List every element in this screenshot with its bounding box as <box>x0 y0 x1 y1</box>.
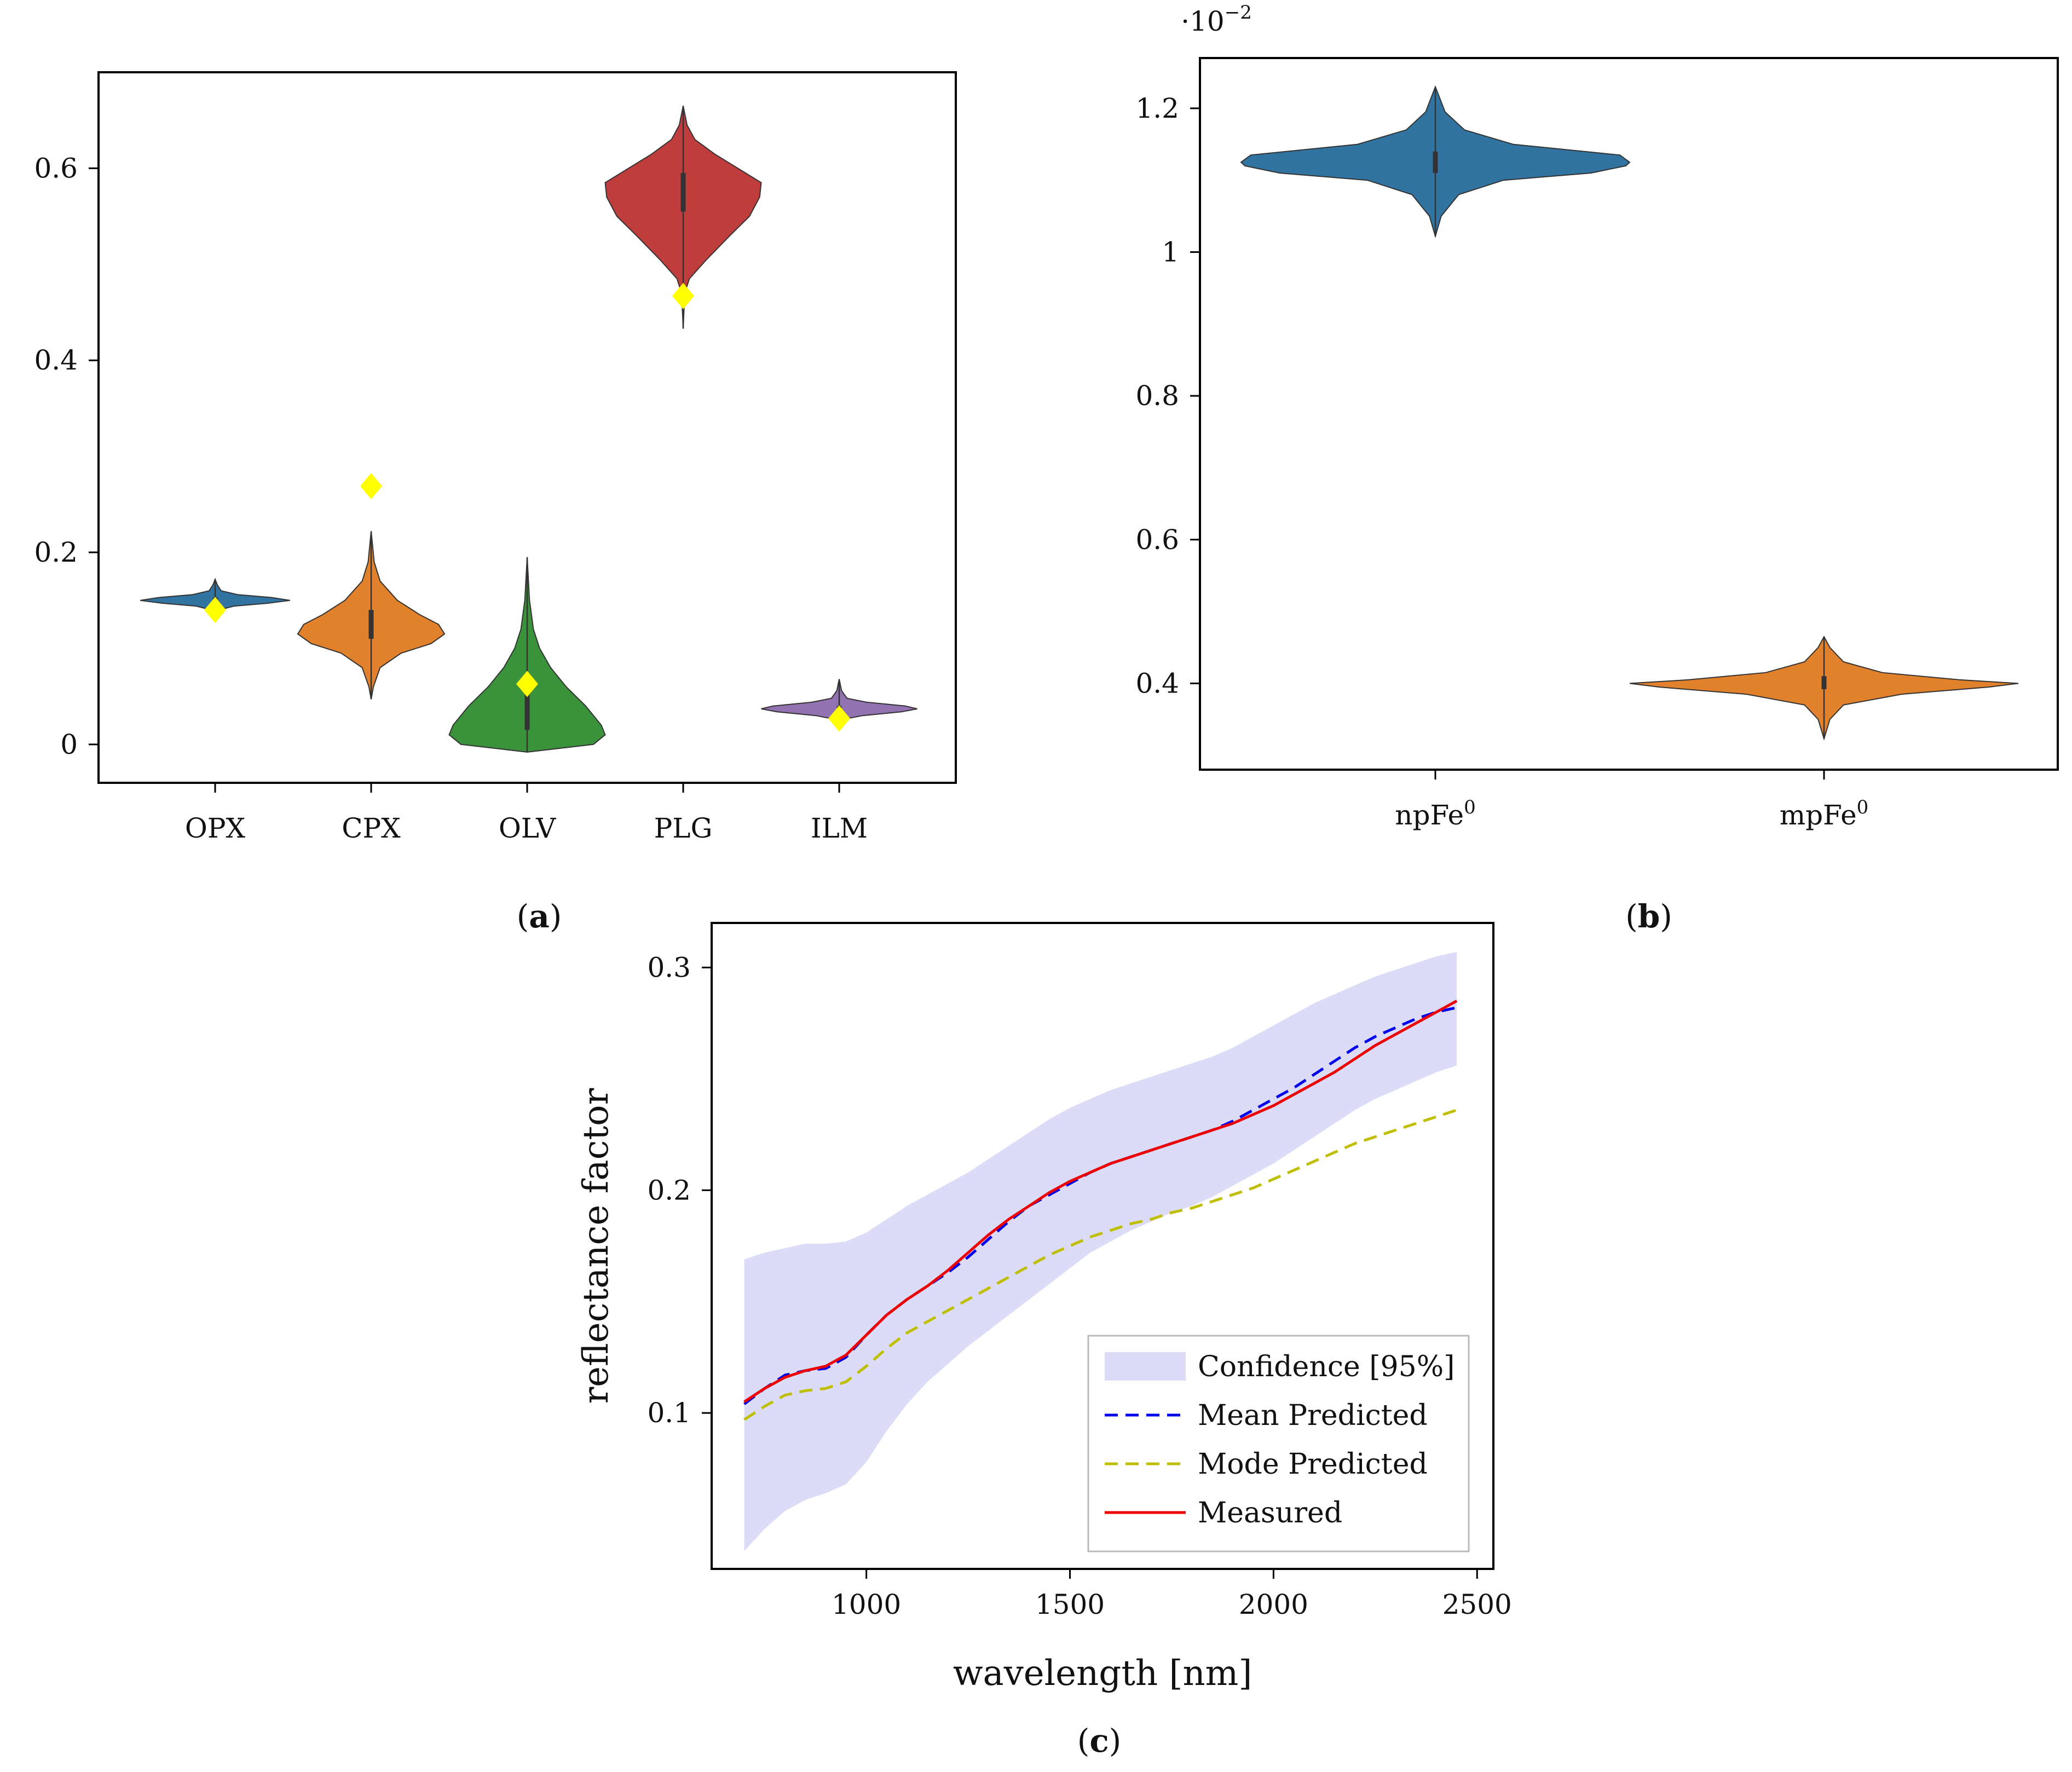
x-tick-label: ILM <box>811 812 868 844</box>
marker-diamond-opx <box>204 597 226 624</box>
panel-b-frame <box>1199 57 2059 771</box>
y-tick-label: 0.8 <box>1135 380 1179 412</box>
marker-diamond-plg <box>672 282 694 309</box>
y-axis-title: reflectance factor <box>576 1088 616 1404</box>
legend-label-mode-predicted: Mode Predicted <box>1198 1448 1428 1481</box>
series-measured <box>743 1000 1458 1403</box>
x-tick-label: 1500 <box>1035 1589 1105 1620</box>
y-tick-label: 0.3 <box>647 951 691 983</box>
series-mean-predicted <box>743 1006 1457 1405</box>
panel-a-frame <box>97 71 957 784</box>
y-tick-label: 0.1 <box>647 1397 691 1429</box>
x-axis-title: wavelength [nm] <box>953 1653 1253 1694</box>
marker-diamond-cpx <box>360 472 382 499</box>
marker-diamond-olv <box>516 671 538 697</box>
legend-swatch-band <box>1105 1352 1186 1381</box>
y-tick-label: 0.2 <box>647 1174 691 1206</box>
marker-diamond-ilm <box>828 705 850 732</box>
x-tick-label: OLV <box>499 812 556 844</box>
legend: Confidence [95%] Mean Predicted Mode Predi… <box>1087 1335 1470 1552</box>
y-tick-label: 1.2 <box>1135 93 1179 124</box>
x-tick-label: mpFe0 <box>1780 796 1869 831</box>
y-scale-multiplier: ·10−2 <box>1181 2 1252 37</box>
series-mode-predicted <box>743 1109 1457 1421</box>
panel-c-line-chart: 1000 1500 2000 2500 0.1 0.2 0.3 wavelength [nm]… <box>576 922 1512 1694</box>
y-tick-label: 0 <box>60 729 78 760</box>
panel-a-label: (a) <box>517 898 562 935</box>
y-tick-label: 0.2 <box>34 536 78 568</box>
y-tick-label: 1 <box>1162 236 1179 268</box>
legend-label-mean-predicted: Mean Predicted <box>1198 1399 1428 1432</box>
x-tick-label: npFe0 <box>1395 796 1475 831</box>
x-tick-label: OPX <box>185 812 246 844</box>
panel-b-label: (b) <box>1625 898 1672 935</box>
y-tick-label: 0.4 <box>1135 667 1179 699</box>
x-tick-label: 1000 <box>832 1589 901 1620</box>
y-tick-label: 0.4 <box>34 344 78 376</box>
legend-label-confidence-95: Confidence [95%] <box>1198 1350 1455 1383</box>
panel-c-frame <box>711 922 1494 1570</box>
legend-label-measured: Measured <box>1198 1497 1342 1529</box>
y-tick-label: 0.6 <box>1135 524 1179 556</box>
panel-b-violin-chart: 0.4 0.6 0.8 1 1.2 npFe0 mpFe0 ·10−2 <box>1135 2 2059 831</box>
x-tick-label: 2000 <box>1239 1589 1308 1620</box>
x-tick-label: CPX <box>342 812 401 844</box>
x-tick-label: 2500 <box>1442 1589 1512 1620</box>
panel-a-violin-chart: 0 0.2 0.4 0.6 OPX CPX OLV PLG ILM <box>34 71 957 844</box>
panel-c-label: (c) <box>1077 1722 1122 1759</box>
y-tick-label: 0.6 <box>34 152 78 184</box>
x-tick-label: PLG <box>654 812 713 844</box>
